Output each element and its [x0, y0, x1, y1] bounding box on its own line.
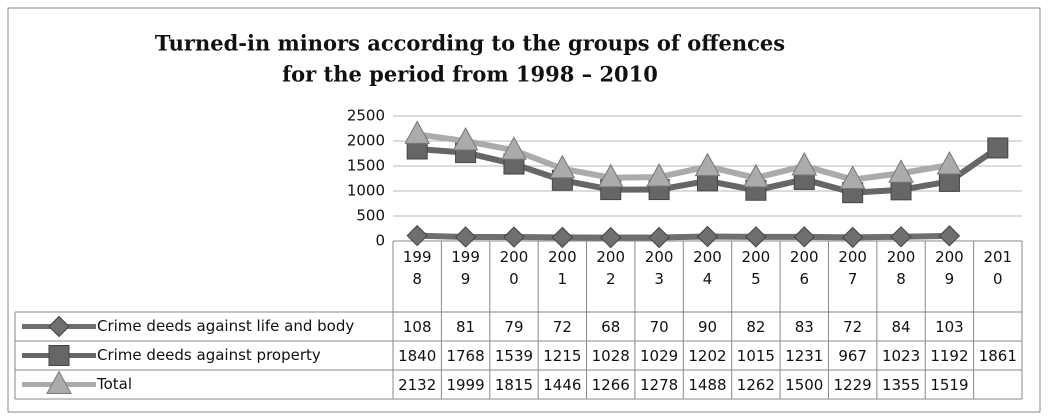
- marker: [549, 154, 576, 179]
- table-value: 1266: [591, 375, 630, 394]
- table-value: 1202: [688, 346, 727, 365]
- marker: [987, 137, 1009, 159]
- x-tick-label: 2000: [499, 248, 529, 288]
- marker: [48, 345, 70, 366]
- series-line: [417, 232, 950, 241]
- marker: [46, 370, 72, 394]
- table-value: 70: [649, 317, 669, 336]
- table-value: 1278: [640, 375, 679, 394]
- table-value: 1229: [833, 375, 872, 394]
- table-value: 90: [697, 317, 718, 336]
- series-line: [416, 131, 950, 183]
- table-value: 1999: [446, 375, 485, 394]
- table-value: 1840: [398, 346, 437, 365]
- table-value: 1192: [930, 346, 969, 365]
- table-value: 103: [935, 317, 964, 336]
- marker: [48, 315, 70, 338]
- marker: [694, 152, 721, 177]
- table-value: 1488: [688, 375, 727, 394]
- marker: [501, 136, 527, 160]
- table-value: 2132: [398, 375, 437, 394]
- marker: [793, 226, 815, 248]
- marker: [406, 224, 428, 247]
- marker: [404, 120, 431, 144]
- table-value: 1029: [640, 346, 679, 365]
- y-tick-label: 1000: [347, 182, 385, 200]
- marker: [454, 226, 477, 248]
- x-tick-label: 1998: [402, 248, 432, 288]
- table-value: 1231: [785, 346, 824, 365]
- table-value: 1215: [543, 346, 582, 365]
- marker: [839, 165, 866, 190]
- marker: [890, 179, 912, 201]
- legend-label: Crime deeds against life and body: [97, 316, 355, 335]
- marker: [696, 225, 719, 248]
- marker: [743, 163, 769, 188]
- x-tick-label: 2006: [789, 248, 819, 288]
- table-value: 79: [504, 317, 524, 336]
- x-tick-label: 2009: [935, 248, 964, 288]
- marker: [888, 159, 914, 183]
- x-tick-label: 2010: [983, 248, 1013, 288]
- table-value: 82: [746, 317, 766, 336]
- table-value: 83: [794, 317, 814, 336]
- x-tick-label: 2008: [886, 248, 916, 288]
- marker: [648, 226, 670, 249]
- y-tick-label: 2500: [347, 107, 385, 125]
- table-value: 1815: [494, 375, 534, 394]
- x-tick-label: 2005: [741, 248, 771, 288]
- table-value: 1015: [736, 346, 775, 365]
- table-value: 72: [843, 317, 863, 336]
- marker: [600, 226, 622, 249]
- table-value: 967: [838, 346, 867, 365]
- marker: [791, 151, 818, 176]
- chart-subtitle: for the period from 1998 – 2010: [282, 62, 658, 87]
- table-value: 72: [552, 317, 572, 336]
- marker: [646, 163, 672, 187]
- marker: [452, 127, 479, 151]
- table-value: 1355: [881, 375, 921, 394]
- table-value: 1262: [736, 375, 775, 394]
- table-value: 1539: [494, 346, 534, 365]
- table-value: 108: [402, 317, 432, 336]
- table-value: 1519: [930, 375, 969, 394]
- marker: [936, 151, 963, 175]
- table-value: 68: [601, 317, 621, 336]
- legend-label: Total: [97, 374, 133, 393]
- table-value: 1861: [978, 346, 1017, 365]
- x-tick-label: 2007: [838, 248, 867, 288]
- marker: [841, 226, 864, 249]
- table-value: 84: [891, 317, 911, 336]
- x-tick-label: 2003: [644, 248, 674, 288]
- y-tick-label: 2000: [347, 132, 385, 150]
- table-value: 1768: [446, 346, 485, 365]
- table-value: 1028: [591, 346, 630, 365]
- y-tick-label: 1500: [347, 157, 385, 175]
- marker: [551, 226, 574, 249]
- table-value: 81: [456, 317, 476, 336]
- y-tick-label: 500: [356, 207, 385, 225]
- table-value: 1023: [881, 346, 921, 365]
- x-tick-label: 1999: [451, 248, 480, 288]
- marker: [890, 226, 912, 248]
- x-tick-label: 2002: [596, 248, 626, 288]
- marker: [503, 226, 525, 248]
- marker: [745, 226, 767, 248]
- y-tick-label: 0: [375, 232, 385, 250]
- legend-label: Crime deeds against property: [97, 345, 321, 364]
- table-value: 1500: [785, 375, 824, 394]
- marker: [597, 163, 624, 188]
- x-tick-label: 2001: [548, 248, 577, 288]
- x-tick-label: 2004: [693, 248, 722, 288]
- chart-frame: [7, 7, 1041, 413]
- chart-title: Turned-in minors according to the groups…: [155, 31, 785, 56]
- table-value: 1446: [543, 375, 582, 394]
- marker: [938, 225, 961, 247]
